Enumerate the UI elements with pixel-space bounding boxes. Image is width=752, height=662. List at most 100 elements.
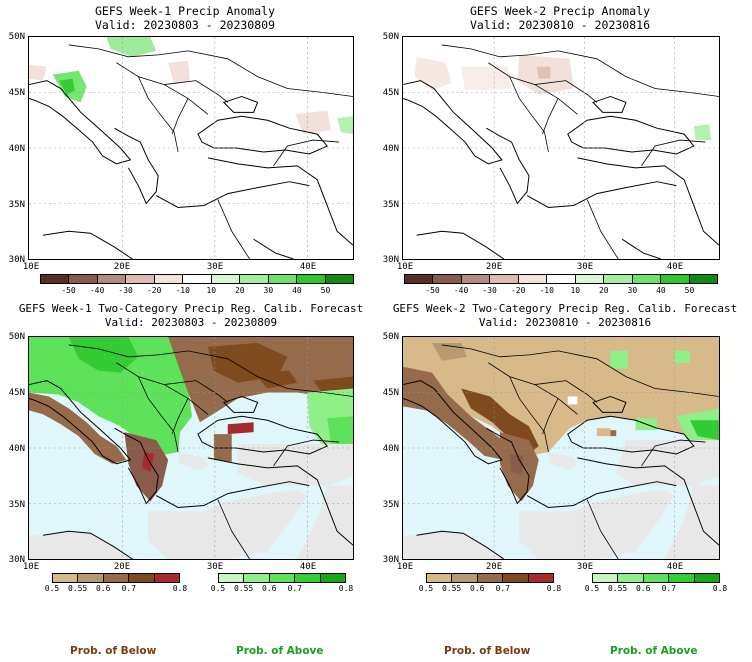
tl-lat-50n: 50N bbox=[8, 32, 25, 42]
colorbar-tick-label: 0.8 bbox=[338, 584, 354, 593]
colorbar-segment bbox=[97, 275, 127, 283]
panel-bl-title: GEFS Week-1 Two-Category Precip Reg. Cal… bbox=[8, 302, 374, 330]
tr-lon-40e: 40E bbox=[666, 262, 684, 272]
colorbar-tick-label: 40 bbox=[292, 286, 302, 295]
colorbar-segment bbox=[53, 574, 79, 582]
colorbar-segment bbox=[661, 275, 690, 283]
gridlines bbox=[29, 337, 353, 559]
panel-br-title: GEFS Week-2 Two-Category Precip Reg. Cal… bbox=[382, 302, 748, 330]
panel-tl-title-line2: Valid: 20230803 - 20230809 bbox=[94, 18, 275, 32]
anomaly-shading bbox=[414, 54, 712, 141]
colorbar-segment bbox=[78, 574, 104, 582]
colorbar-segment bbox=[219, 574, 245, 582]
colorbar-segment bbox=[593, 574, 619, 582]
above-colorbar-week2 bbox=[592, 573, 720, 583]
colorbar-tick-label: -40 bbox=[89, 286, 105, 295]
gridlines bbox=[403, 337, 719, 559]
colorbar-tick-label: 0.7 bbox=[661, 584, 677, 593]
colorbar-segment bbox=[490, 275, 519, 283]
colorbar-tick-label: -20 bbox=[146, 286, 162, 295]
colorbar-segment bbox=[183, 275, 212, 283]
bl-lat-50n: 50N bbox=[8, 332, 25, 342]
below-colorbar-week2 bbox=[426, 573, 554, 583]
colorbar-tick-label: 40 bbox=[656, 286, 666, 295]
colorbar-segment bbox=[154, 574, 180, 582]
colorbar-tick-label: 30 bbox=[627, 286, 638, 295]
colorbar-segment bbox=[69, 275, 98, 283]
borders bbox=[68, 44, 353, 259]
tl-lat-35n: 35N bbox=[8, 200, 25, 210]
colorbar-tick-label: 50 bbox=[320, 286, 331, 295]
colorbar-tick-label: 20 bbox=[234, 286, 245, 295]
below-colorbar-week1 bbox=[52, 573, 180, 583]
bl-lat-30n: 30N bbox=[8, 555, 25, 565]
coastlines bbox=[403, 80, 719, 259]
colorbar-segment bbox=[244, 574, 270, 582]
colorbar-tick-label: -10 bbox=[175, 286, 190, 295]
panel-br-title-line1: GEFS Week-2 Two-Category Precip Reg. Cal… bbox=[392, 302, 738, 315]
colorbar-segment bbox=[528, 574, 554, 582]
colorbar-tick-label: 0.7 bbox=[287, 584, 303, 593]
borders bbox=[68, 344, 353, 559]
tl-lon-40e: 40E bbox=[299, 262, 317, 272]
colorbar-segment bbox=[689, 275, 717, 283]
colorbar-tick-label: 0.8 bbox=[546, 584, 562, 593]
tl-lon-30e: 30E bbox=[206, 262, 224, 272]
colorbar-segment bbox=[211, 275, 241, 283]
tr-lat-50n: 50N bbox=[382, 32, 399, 42]
colorbar-segment bbox=[269, 574, 296, 582]
tr-lat-35n: 35N bbox=[382, 200, 399, 210]
map-week2-anomaly bbox=[402, 36, 720, 260]
br-lon-20e: 20E bbox=[485, 562, 503, 572]
colorbar-segment bbox=[575, 275, 605, 283]
br-lat-45n: 45N bbox=[382, 388, 399, 398]
colorbar-segment bbox=[669, 574, 695, 582]
colorbar-segment bbox=[618, 574, 644, 582]
colorbar-tick-label: -50 bbox=[61, 286, 76, 295]
colorbar-tick-label: 0.5 bbox=[584, 584, 600, 593]
colorbar-segment bbox=[41, 275, 70, 283]
map-week2-two-category bbox=[402, 336, 720, 560]
map-week1-two-category bbox=[28, 336, 354, 560]
colorbar-tick-label: 0.55 bbox=[233, 584, 254, 593]
br-lon-10e: 10E bbox=[396, 562, 414, 572]
colorbar-tick-label: 20 bbox=[598, 286, 609, 295]
bl-lat-40n: 40N bbox=[8, 444, 25, 454]
panel-br-title-line2: Valid: 20230810 - 20230816 bbox=[478, 316, 652, 329]
coastlines bbox=[29, 80, 353, 259]
colorbar-tick-label: 0.6 bbox=[261, 584, 277, 593]
borders bbox=[441, 44, 719, 259]
panel-tr-title: GEFS Week-2 Precip Anomaly Valid: 202308… bbox=[395, 4, 725, 32]
colorbar-segment bbox=[405, 275, 434, 283]
colorbar-tick-label: 0.55 bbox=[441, 584, 462, 593]
colorbar-tick-label: 10 bbox=[570, 286, 581, 295]
tr-lat-40n: 40N bbox=[382, 144, 399, 154]
colorbar-tick-label: -40 bbox=[453, 286, 469, 295]
tr-lon-30e: 30E bbox=[576, 262, 594, 272]
borders bbox=[441, 344, 719, 559]
colorbar-segment bbox=[503, 574, 529, 582]
colorbar-tick-label: 0.8 bbox=[172, 584, 188, 593]
colorbar-segment bbox=[154, 275, 184, 283]
tl-lon-10e: 10E bbox=[22, 262, 40, 272]
colorbar-tick-label: 0.7 bbox=[495, 584, 511, 593]
tr-lat-30n: 30N bbox=[382, 255, 399, 265]
colorbar-tick-label: 0.8 bbox=[712, 584, 728, 593]
prob-above-label-left: Prob. of Above bbox=[236, 645, 324, 657]
colorbar-segment bbox=[604, 275, 633, 283]
colorbar-tick-label: -20 bbox=[510, 286, 526, 295]
br-lon-40e: 40E bbox=[666, 562, 684, 572]
colorbar-segment bbox=[643, 574, 670, 582]
colorbar-tick-label: 0.55 bbox=[67, 584, 88, 593]
panel-tl-title: GEFS Week-1 Precip Anomaly Valid: 202308… bbox=[20, 4, 350, 32]
colorbar-segment bbox=[268, 275, 298, 283]
land-probability-fill bbox=[29, 337, 353, 559]
colorbar-segment bbox=[547, 275, 576, 283]
colorbar-segment bbox=[297, 275, 326, 283]
panel-bl-title-line2: Valid: 20230803 - 20230809 bbox=[104, 316, 278, 329]
panel-tr-title-line1: GEFS Week-2 Precip Anomaly bbox=[469, 4, 650, 18]
tl-lon-20e: 20E bbox=[113, 262, 131, 272]
tl-lat-45n: 45N bbox=[8, 88, 25, 98]
colorbar-segment bbox=[477, 574, 504, 582]
prob-below-label-right: Prob. of Below bbox=[444, 645, 531, 657]
